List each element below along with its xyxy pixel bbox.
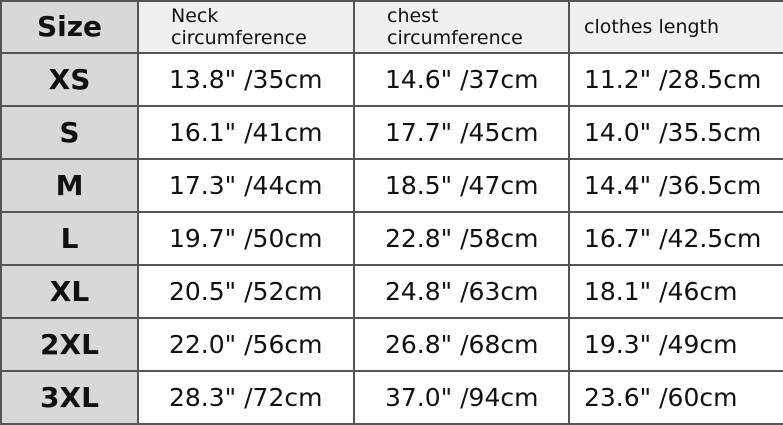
chest-cell: 14.6" /37cm <box>353 52 570 107</box>
table-row: M 17.3" /44cm 18.5" /47cm 14.4" /36.5cm <box>0 158 783 213</box>
header-neck: Neck circumference <box>137 0 355 54</box>
table-row: XL 20.5" /52cm 24.8" /63cm 18.1" /46cm <box>0 264 783 319</box>
length-cell: 23.6" /60cm <box>568 370 783 425</box>
neck-cell: 20.5" /52cm <box>137 264 355 319</box>
size-cell: S <box>0 105 139 160</box>
length-cell: 18.1" /46cm <box>568 264 783 319</box>
table-row: S 16.1" /41cm 17.7" /45cm 14.0" /35.5cm <box>0 105 783 160</box>
chest-cell: 22.8" /58cm <box>353 211 570 266</box>
neck-cell: 13.8" /35cm <box>137 52 355 107</box>
table-row: 2XL 22.0" /56cm 26.8" /68cm 19.3" /49cm <box>0 317 783 372</box>
chest-cell: 18.5" /47cm <box>353 158 570 213</box>
length-cell: 16.7" /42.5cm <box>568 211 783 266</box>
size-cell: 2XL <box>0 317 139 372</box>
neck-cell: 19.7" /50cm <box>137 211 355 266</box>
size-cell: M <box>0 158 139 213</box>
size-cell: XL <box>0 264 139 319</box>
neck-cell: 17.3" /44cm <box>137 158 355 213</box>
size-cell: 3XL <box>0 370 139 425</box>
chest-cell: 24.8" /63cm <box>353 264 570 319</box>
size-cell: L <box>0 211 139 266</box>
size-cell: XS <box>0 52 139 107</box>
table-row: XS 13.8" /35cm 14.6" /37cm 11.2" /28.5cm <box>0 52 783 107</box>
header-row: Size Neck circumference chest circumfere… <box>0 0 783 54</box>
table-row: L 19.7" /50cm 22.8" /58cm 16.7" /42.5cm <box>0 211 783 266</box>
chest-cell: 37.0" /94cm <box>353 370 570 425</box>
length-cell: 11.2" /28.5cm <box>568 52 783 107</box>
header-size: Size <box>0 0 139 54</box>
length-cell: 19.3" /49cm <box>568 317 783 372</box>
chest-cell: 17.7" /45cm <box>353 105 570 160</box>
neck-cell: 22.0" /56cm <box>137 317 355 372</box>
neck-cell: 16.1" /41cm <box>137 105 355 160</box>
chest-cell: 26.8" /68cm <box>353 317 570 372</box>
header-length: clothes length <box>568 0 783 54</box>
header-chest: chest circumference <box>353 0 570 54</box>
table-row: 3XL 28.3" /72cm 37.0" /94cm 23.6" /60cm <box>0 370 783 425</box>
length-cell: 14.4" /36.5cm <box>568 158 783 213</box>
length-cell: 14.0" /35.5cm <box>568 105 783 160</box>
neck-cell: 28.3" /72cm <box>137 370 355 425</box>
